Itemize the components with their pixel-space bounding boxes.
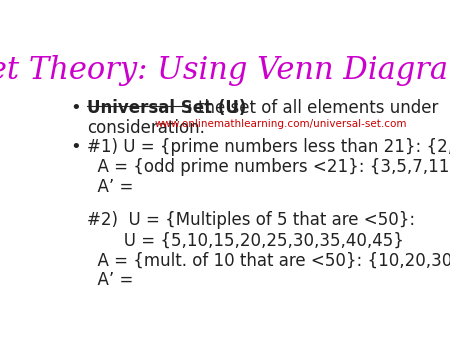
Text: : the set of all elements under: : the set of all elements under xyxy=(187,99,438,117)
Text: A’ =: A’ = xyxy=(87,271,139,289)
Text: •: • xyxy=(70,138,81,156)
Text: #1) U = {prime numbers less than 21}: {2,3,5,7,11}: #1) U = {prime numbers less than 21}: {2… xyxy=(87,138,450,156)
Text: U = {5,10,15,20,25,30,35,40,45}: U = {5,10,15,20,25,30,35,40,45} xyxy=(87,231,404,249)
Text: Set Theory: Using Venn Diagrams: Set Theory: Using Venn Diagrams xyxy=(0,55,450,86)
Text: #2)  U = {Multiples of 5 that are <50}:: #2) U = {Multiples of 5 that are <50}: xyxy=(87,211,415,229)
Text: www.onlinemathlearning.com/universal-set.com: www.onlinemathlearning.com/universal-set… xyxy=(154,119,407,129)
Text: A’ =: A’ = xyxy=(87,178,139,196)
Text: Universal Set (U): Universal Set (U) xyxy=(87,99,246,117)
Text: A = {odd prime numbers <21}: {3,5,7,11}: A = {odd prime numbers <21}: {3,5,7,11} xyxy=(87,159,450,176)
Text: consideration.: consideration. xyxy=(87,119,205,137)
Text: A = {mult. of 10 that are <50}: {10,20,30,40}: A = {mult. of 10 that are <50}: {10,20,3… xyxy=(87,251,450,269)
Text: •: • xyxy=(70,99,81,117)
